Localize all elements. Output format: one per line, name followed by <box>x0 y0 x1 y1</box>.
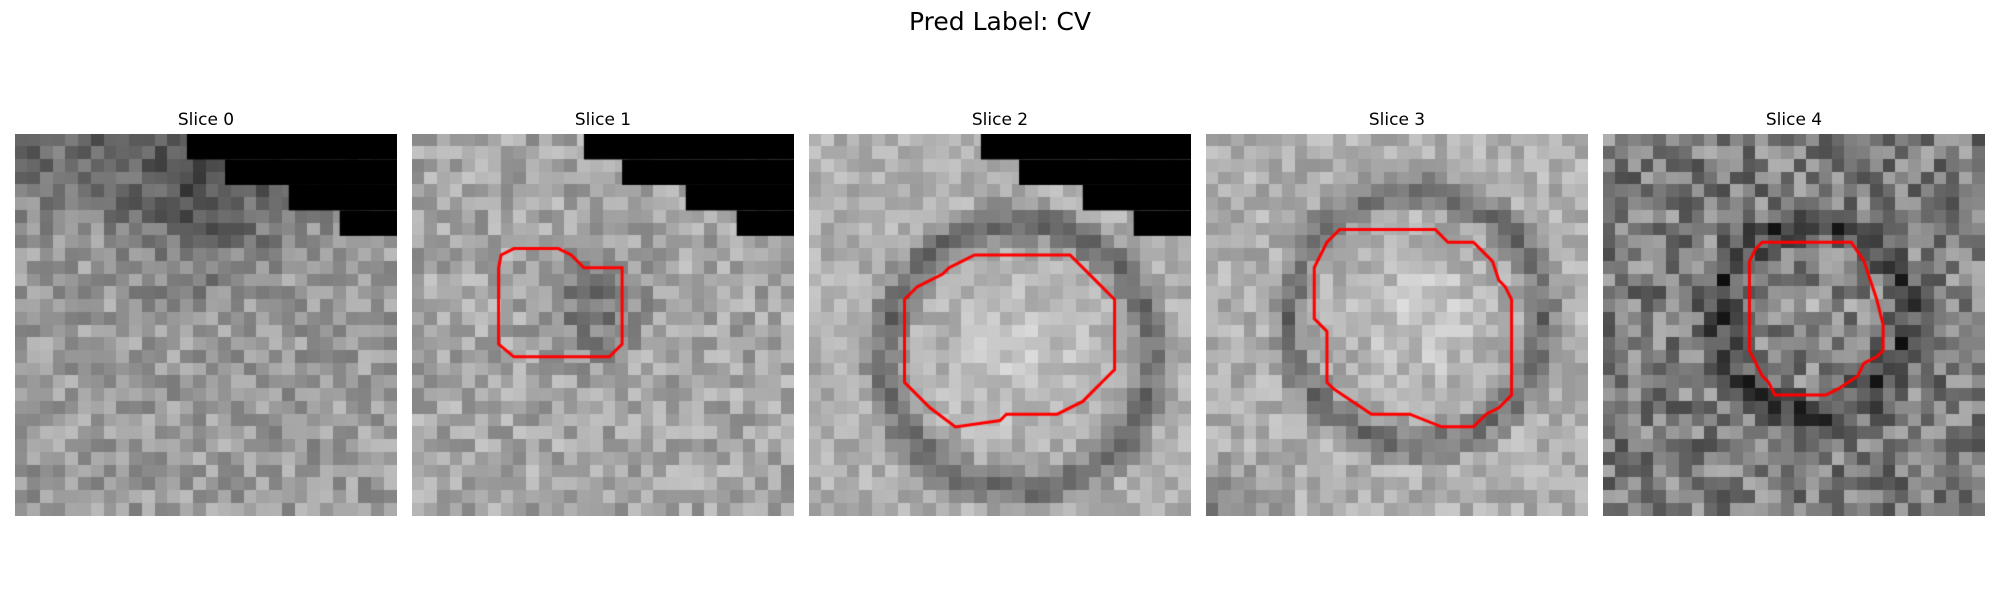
figure-title: Pred Label: CV <box>909 7 1091 36</box>
slice-2-title: Slice 2 <box>971 110 1029 130</box>
slice-1-title: Slice 1 <box>574 110 632 130</box>
slice-0-title: Slice 0 <box>177 110 235 130</box>
slice-1-image <box>412 134 794 516</box>
slice-panel-2: Slice 2 <box>809 108 1191 518</box>
slice-3-title: Slice 3 <box>1368 110 1426 130</box>
slice-2-image <box>809 134 1191 516</box>
slice-panel-0: Slice 0 <box>15 108 397 518</box>
slice-4-image <box>1603 134 1985 516</box>
slice-4-title: Slice 4 <box>1765 110 1823 130</box>
slice-panel-4: Slice 4 <box>1603 108 1985 518</box>
slice-panel-3: Slice 3 <box>1206 108 1588 518</box>
slice-3-image <box>1206 134 1588 516</box>
slice-panel-1: Slice 1 <box>412 108 794 518</box>
slice-0-image <box>15 134 397 516</box>
